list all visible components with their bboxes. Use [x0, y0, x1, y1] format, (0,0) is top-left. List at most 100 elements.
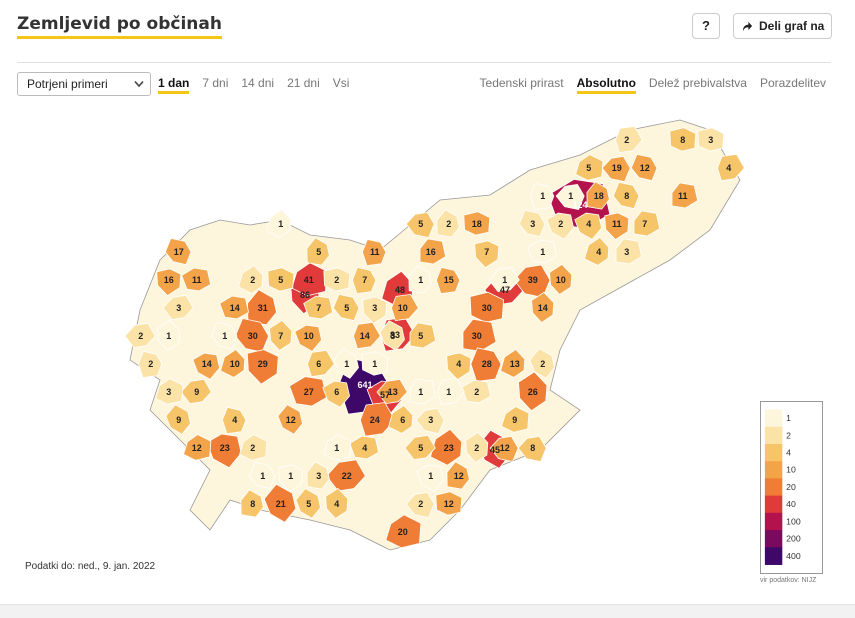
municipality-region[interactable] [379, 320, 405, 351]
municipality-region[interactable] [549, 263, 573, 296]
municipality-region[interactable] [351, 266, 377, 295]
municipality-region[interactable] [278, 464, 304, 493]
municipality-region[interactable] [333, 348, 359, 379]
municipality-region[interactable] [156, 268, 182, 297]
tab-period-2[interactable]: 14 dni [241, 76, 275, 90]
municipality-region[interactable] [586, 181, 610, 210]
municipality-region[interactable] [183, 434, 212, 461]
share-button[interactable]: Deli graf na [733, 13, 832, 39]
municipality-region[interactable] [322, 380, 351, 408]
municipality-region[interactable] [221, 406, 247, 435]
municipality-region[interactable] [362, 296, 388, 325]
municipality-region[interactable] [219, 295, 250, 320]
municipality-region[interactable] [332, 293, 360, 322]
municipality-region[interactable] [436, 209, 460, 238]
municipality-region[interactable] [669, 127, 697, 152]
municipality-region[interactable] [124, 322, 156, 349]
municipality-region[interactable] [435, 491, 463, 516]
municipality-region[interactable] [474, 240, 500, 269]
municipality-region[interactable] [162, 294, 194, 321]
municipality-region[interactable] [405, 211, 435, 239]
tab-period-0[interactable]: 1 dan [158, 76, 190, 94]
municipality-region[interactable] [289, 376, 328, 407]
municipality-region[interactable] [546, 212, 575, 240]
municipality-region[interactable] [266, 208, 292, 238]
municipality-region[interactable] [408, 265, 432, 294]
municipality-region[interactable] [529, 182, 555, 211]
municipality-region[interactable] [527, 239, 558, 264]
tab-mode-0[interactable]: Tedenski prirast [479, 76, 564, 90]
municipality-region[interactable] [307, 349, 335, 378]
municipality-region[interactable] [238, 264, 264, 294]
municipality-region[interactable] [446, 461, 470, 490]
municipality-region[interactable] [584, 236, 610, 266]
municipality-region[interactable] [437, 377, 465, 406]
tab-period-1[interactable]: 7 dni [202, 76, 229, 90]
municipality-region[interactable] [306, 461, 330, 490]
municipality-region[interactable] [575, 154, 604, 181]
municipality-region[interactable] [435, 266, 461, 295]
municipality-region[interactable] [269, 319, 293, 352]
municipality-region[interactable] [248, 461, 276, 490]
municipality-region[interactable] [415, 407, 445, 435]
municipality-region[interactable] [518, 209, 546, 238]
municipality-region[interactable] [465, 431, 489, 464]
municipality-region[interactable] [306, 237, 330, 266]
municipality-region[interactable] [574, 212, 603, 240]
municipality-region[interactable] [615, 238, 643, 265]
municipality-region[interactable] [192, 352, 221, 380]
municipality-region[interactable] [405, 491, 435, 519]
municipality-region[interactable] [488, 266, 520, 293]
municipality-region[interactable] [463, 211, 491, 236]
tab-period-3[interactable]: 21 dni [287, 76, 320, 90]
municipality-region[interactable] [404, 434, 436, 461]
municipality-region[interactable] [531, 291, 555, 324]
municipality-region[interactable] [419, 238, 447, 265]
municipality-region[interactable] [518, 371, 548, 412]
municipality-region[interactable] [409, 322, 437, 349]
municipality-region[interactable] [220, 348, 246, 378]
municipality-region[interactable] [246, 349, 279, 385]
municipality-region[interactable] [529, 348, 555, 379]
help-button[interactable]: ? [692, 13, 720, 39]
tab-mode-1[interactable]: Absolutno [576, 76, 636, 94]
municipality-region[interactable] [430, 428, 463, 466]
municipality-region[interactable] [500, 348, 526, 378]
municipality-region[interactable] [240, 489, 264, 518]
municipality-region[interactable] [239, 434, 268, 461]
municipality-region[interactable] [489, 435, 519, 463]
municipality-region[interactable] [263, 483, 297, 523]
municipality-region[interactable] [416, 464, 445, 492]
metric-select[interactable]: Potrjeni primeri [17, 72, 151, 96]
tab-period-4[interactable]: Vsi [332, 76, 350, 90]
municipality-region[interactable] [697, 127, 725, 152]
tab-mode-2[interactable]: Delež prebivalstva [648, 76, 747, 90]
municipality-region[interactable] [267, 267, 295, 292]
municipality-region[interactable] [295, 488, 321, 519]
municipality-region[interactable] [165, 404, 191, 435]
municipality-region[interactable] [612, 181, 640, 210]
municipality-region[interactable] [361, 351, 389, 376]
municipality-region[interactable] [157, 319, 181, 352]
tab-mode-3[interactable]: Porazdelitev [759, 76, 826, 90]
municipality-region[interactable] [615, 125, 643, 154]
municipality-region[interactable] [409, 378, 437, 405]
municipality-region[interactable] [388, 404, 414, 434]
municipality-region[interactable] [247, 289, 277, 326]
municipality-region[interactable] [137, 350, 163, 379]
municipality-region[interactable] [391, 293, 419, 322]
municipality-region[interactable] [385, 514, 422, 549]
municipality-region[interactable] [325, 487, 349, 520]
municipality-region[interactable] [517, 435, 547, 463]
municipality-region[interactable] [671, 182, 699, 209]
municipality-region[interactable] [376, 378, 408, 405]
municipality-region[interactable] [155, 378, 184, 405]
municipality-region[interactable] [633, 210, 661, 237]
municipality-region[interactable] [604, 212, 630, 241]
municipality-region[interactable] [501, 406, 530, 433]
municipality-region[interactable] [555, 183, 585, 211]
municipality-region[interactable] [323, 267, 351, 292]
municipality-region[interactable] [630, 153, 658, 182]
municipality-region[interactable] [164, 237, 192, 266]
municipality-region[interactable] [323, 434, 352, 461]
